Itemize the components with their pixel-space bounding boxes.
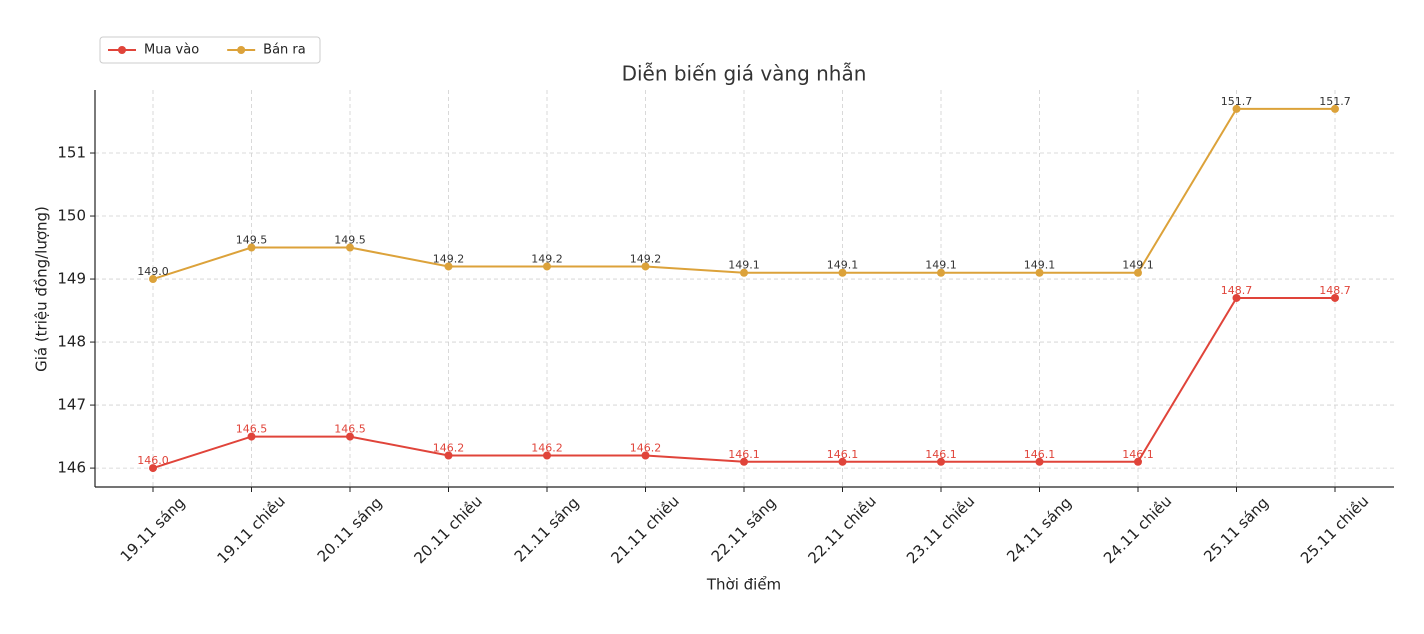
x-tick-label: 20.11 sáng <box>314 494 386 566</box>
legend-marker <box>118 46 126 54</box>
x-tick-label: 23.11 chiều <box>903 492 978 567</box>
data-label: 149.1 <box>1122 259 1154 272</box>
x-tick-label: 25.11 chiều <box>1297 492 1372 567</box>
y-tick-label: 147 <box>57 396 86 414</box>
data-label: 146.1 <box>1122 448 1154 461</box>
y-axis-label: Giá (triệu đồng/lượng) <box>33 206 51 372</box>
y-tick-label: 146 <box>57 459 86 477</box>
data-point <box>937 457 945 466</box>
data-point <box>1134 268 1142 277</box>
legend-box <box>99 36 321 64</box>
data-point <box>543 262 551 271</box>
data-point <box>1331 104 1339 113</box>
data-label: 146.2 <box>630 441 662 454</box>
y-tick-label: 150 <box>57 207 86 225</box>
data-point <box>444 262 453 271</box>
data-label: 149.2 <box>433 252 465 265</box>
data-label: 146.5 <box>334 423 366 436</box>
data-point <box>937 268 945 277</box>
x-tick-label: 21.11 chiều <box>608 492 683 567</box>
data-label: 149.0 <box>137 265 169 278</box>
data-label: 146.1 <box>925 448 957 461</box>
legend-label: Bán ra <box>263 43 306 58</box>
data-label: 149.1 <box>1024 259 1056 272</box>
data-point <box>740 457 748 466</box>
data-point <box>838 268 847 277</box>
data-point <box>740 268 748 277</box>
data-label: 149.2 <box>531 252 563 265</box>
data-point <box>1232 293 1241 302</box>
data-label: 146.2 <box>433 441 465 454</box>
data-label: 146.2 <box>531 441 563 454</box>
data-label: 146.1 <box>1024 448 1056 461</box>
data-label: 146.1 <box>827 448 859 461</box>
data-point <box>346 432 354 441</box>
x-tick-label: 22.11 sáng <box>708 494 780 566</box>
data-label: 146.0 <box>137 454 169 467</box>
x-tick-label: 21.11 sáng <box>511 494 583 566</box>
data-label: 148.7 <box>1221 284 1253 297</box>
x-tick-label: 24.11 sáng <box>1003 494 1075 566</box>
data-label: 149.1 <box>728 259 760 272</box>
data-point <box>1331 293 1339 302</box>
data-label: 149.5 <box>236 234 268 247</box>
y-tick-label: 149 <box>57 270 86 288</box>
data-point <box>838 457 847 466</box>
data-label: 151.7 <box>1221 95 1253 108</box>
data-point <box>149 464 157 473</box>
data-label: 146.1 <box>728 448 760 461</box>
data-label: 149.1 <box>925 259 957 272</box>
data-label: 148.7 <box>1319 284 1351 297</box>
x-tick-label: 24.11 chiều <box>1100 492 1175 567</box>
data-point <box>149 275 157 284</box>
legend-marker <box>237 46 246 54</box>
data-label: 149.2 <box>630 252 662 265</box>
y-tick-label: 148 <box>57 333 86 351</box>
data-point <box>543 451 551 460</box>
data-point <box>1134 457 1142 466</box>
data-point <box>346 243 354 252</box>
x-tick-label: 25.11 sáng <box>1200 494 1272 566</box>
data-point <box>1035 457 1044 466</box>
chart-title: Diễn biến giá vàng nhẫn <box>622 62 867 86</box>
data-point <box>641 451 650 460</box>
data-point <box>1232 104 1241 113</box>
data-label: 151.7 <box>1319 95 1351 108</box>
data-point <box>444 451 453 460</box>
data-label: 146.5 <box>236 423 268 436</box>
y-tick-label: 151 <box>57 144 86 162</box>
data-point <box>247 432 256 441</box>
data-point <box>1035 268 1044 277</box>
x-tick-label: 22.11 chiều <box>805 492 880 567</box>
x-tick-label: 20.11 chiều <box>411 492 486 567</box>
legend-label: Mua vào <box>144 43 199 58</box>
data-point <box>247 243 256 252</box>
data-point <box>641 262 650 271</box>
x-axis-label: Thời điểm <box>706 576 781 594</box>
x-tick-label: 19.11 sáng <box>117 494 189 566</box>
data-label: 149.1 <box>827 259 859 272</box>
x-tick-label: 19.11 chiều <box>214 492 289 567</box>
data-label: 149.5 <box>334 234 366 247</box>
